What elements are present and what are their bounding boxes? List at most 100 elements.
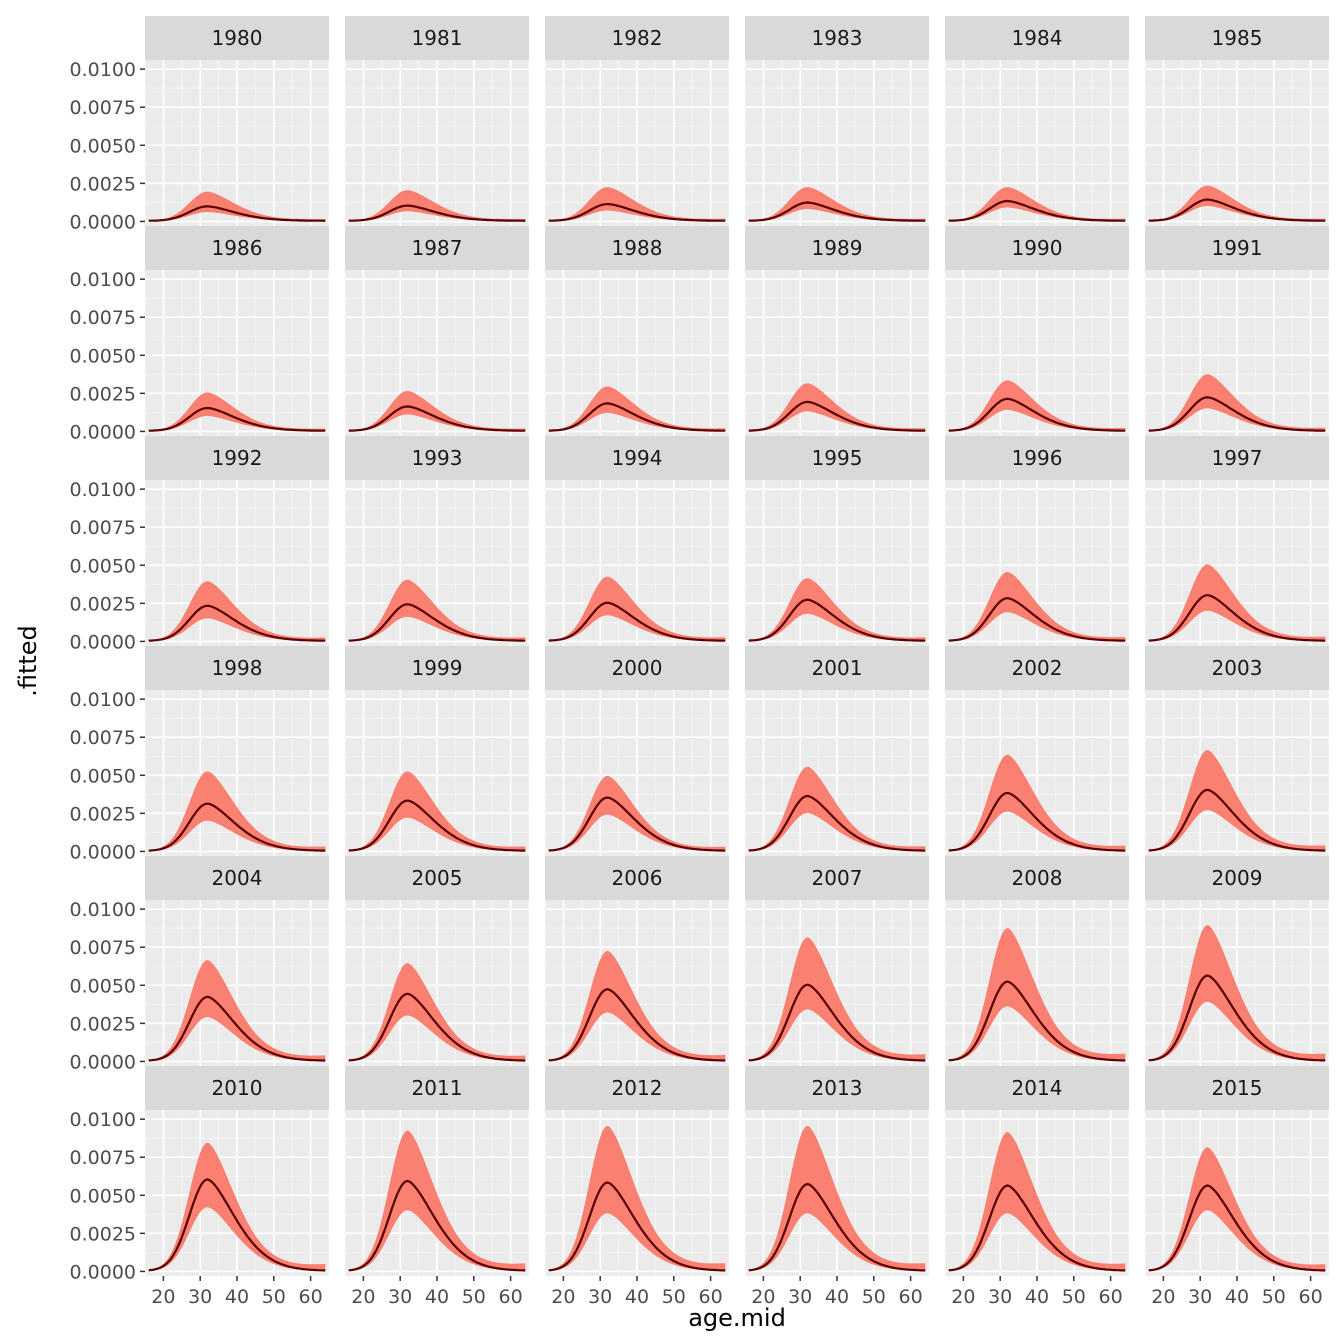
facet-panel-2002: 2002 [944, 646, 1130, 856]
facet-strip-label: 1984 [1012, 26, 1063, 50]
facet-strip-label: 2014 [1012, 1076, 1063, 1100]
fitted-line [348, 603, 526, 642]
fitted-line [948, 397, 1126, 432]
facet-strip-label: 2004 [212, 866, 263, 890]
fitted-line [948, 791, 1126, 852]
uncertainty-ribbon [748, 766, 926, 851]
y-tick-label: 0.0050 [70, 1185, 136, 1207]
facet-panel-2011: 2011 [344, 1066, 530, 1276]
uncertainty-ribbon [948, 572, 1126, 641]
fitted-line [148, 802, 326, 852]
fitted-line [948, 980, 1126, 1062]
y-tick-label: 0.0075 [70, 97, 136, 119]
y-tick-label: 0.0050 [70, 975, 136, 997]
uncertainty-ribbon [148, 191, 326, 222]
uncertainty-ribbon [948, 754, 1126, 851]
facet-strip-label: 1985 [1212, 26, 1263, 50]
x-tick-label: 30 [1188, 1286, 1212, 1308]
y-tick-label: 0.0100 [70, 59, 136, 81]
facet-panel-1982: 1982 [544, 16, 730, 226]
y-tick-label: 0.0025 [70, 803, 136, 825]
x-tick-label: 30 [188, 1286, 212, 1308]
y-tick-label: 0.0100 [70, 269, 136, 291]
facet-strip [345, 436, 529, 480]
facet-strip-label: 1997 [1212, 446, 1263, 470]
y-tick-label: 0.0050 [70, 135, 136, 157]
y-tick-label: 0.0025 [70, 593, 136, 615]
y-axes: 0.0000 0.0025 0.0050 0.0075 0.0100 0.0000 0.00… [70, 59, 145, 1283]
facet-strip [1145, 16, 1329, 60]
x-tick-label: 20 [1151, 1286, 1175, 1308]
facet-strip [545, 1066, 729, 1110]
facet-panels: 1980 1981 1982 1983 1984 1985 1986 1987 1988 1989… [144, 16, 1330, 1276]
x-tick-label: 40 [425, 1286, 449, 1308]
fitted-line [148, 1178, 326, 1272]
fitted-line [548, 402, 726, 432]
uncertainty-ribbon [948, 928, 1126, 1061]
y-tick-label: 0.0100 [70, 479, 136, 501]
fitted-line [348, 799, 526, 852]
y-tick-label: 0.0050 [70, 345, 136, 367]
facet-panel-2004: 2004 [144, 856, 330, 1066]
y-tick-label: 0.0025 [70, 383, 136, 405]
facet-strip [145, 856, 329, 900]
fitted-line [1148, 788, 1326, 852]
facet-panel-1980: 1980 [144, 16, 330, 226]
uncertainty-ribbon [748, 1125, 926, 1271]
uncertainty-ribbon [748, 578, 926, 641]
uncertainty-ribbon [548, 950, 726, 1061]
x-tick-label: 20 [351, 1286, 375, 1308]
facet-panel-2009: 2009 [1144, 856, 1330, 1066]
facet-strip [945, 856, 1129, 900]
facet-panel-2000: 2000 [544, 646, 730, 856]
facet-strip-label: 2002 [1012, 656, 1063, 680]
fitted-line [548, 202, 726, 222]
facet-strip [545, 16, 729, 60]
facet-strip [745, 16, 929, 60]
facet-strip [745, 856, 929, 900]
y-tick-label: 0.0000 [70, 631, 136, 653]
fitted-line [748, 598, 926, 642]
facet-strip [945, 226, 1129, 270]
facet-strip-label: 2009 [1212, 866, 1263, 890]
y-tick-label: 0.0100 [70, 1109, 136, 1131]
facet-strip-label: 1990 [1012, 236, 1063, 260]
x-tick-label: 40 [825, 1286, 849, 1308]
fitted-line [348, 1179, 526, 1272]
facet-strip [145, 226, 329, 270]
uncertainty-ribbon [948, 380, 1126, 431]
facet-panel-2007: 2007 [744, 856, 930, 1066]
uncertainty-ribbon [348, 390, 526, 432]
facet-strip-label: 2005 [412, 866, 463, 890]
y-tick-label: 0.0025 [70, 173, 136, 195]
x-tick-label: 30 [388, 1286, 412, 1308]
facet-panel-2012: 2012 [544, 1066, 730, 1276]
facet-strip-label: 1998 [212, 656, 263, 680]
uncertainty-ribbon [1148, 374, 1326, 431]
y-tick-label: 0.0000 [70, 1051, 136, 1073]
facet-panel-1981: 1981 [344, 16, 530, 226]
facet-strip [345, 856, 529, 900]
x-tick-label: 50 [462, 1286, 486, 1308]
facet-panel-2014: 2014 [944, 1066, 1130, 1276]
uncertainty-ribbon [348, 1130, 526, 1271]
facet-strip-label: 2013 [812, 1076, 863, 1100]
uncertainty-ribbon [1148, 750, 1326, 851]
fitted-line [748, 983, 926, 1062]
y-tick-label: 0.0075 [70, 727, 136, 749]
facet-strip [345, 646, 529, 690]
fitted-line [748, 201, 926, 222]
fitted-line [548, 796, 726, 852]
x-axes: 20 30 40 50 60 20 30 40 50 60 20 30 40 50 60 20 30 40 50 60… [151, 1276, 1323, 1308]
x-tick-label: 30 [788, 1286, 812, 1308]
facet-strip [1145, 436, 1329, 480]
uncertainty-ribbon [1148, 925, 1326, 1061]
facet-strip [745, 436, 929, 480]
facet-strip-label: 1987 [412, 236, 463, 260]
facet-panel-2015: 2015 [1144, 1066, 1330, 1276]
fitted-line [148, 406, 326, 432]
facet-strip-label: 1980 [212, 26, 263, 50]
facet-panel-1995: 1995 [744, 436, 930, 646]
uncertainty-ribbon [148, 1142, 326, 1271]
y-tick-label: 0.0075 [70, 517, 136, 539]
